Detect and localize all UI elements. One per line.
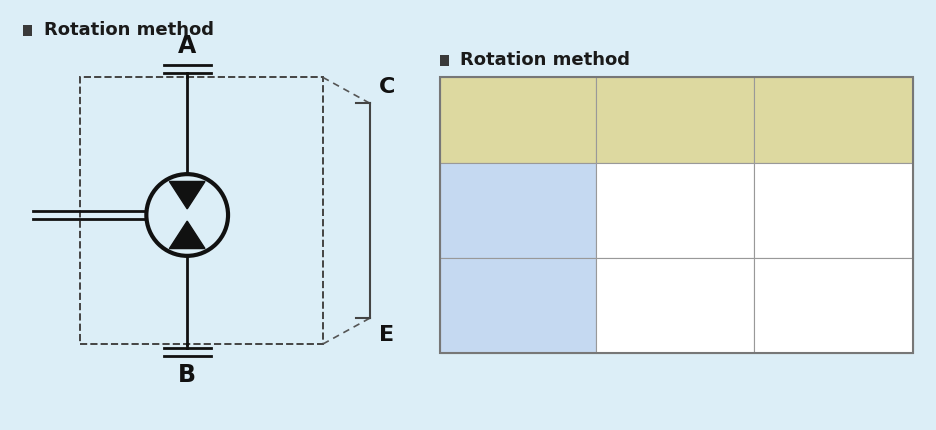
FancyBboxPatch shape bbox=[440, 258, 596, 353]
FancyBboxPatch shape bbox=[596, 163, 754, 258]
FancyBboxPatch shape bbox=[754, 77, 913, 163]
Text: L: L bbox=[511, 295, 525, 315]
Text: B: B bbox=[828, 203, 839, 218]
Text: Rotation method: Rotation method bbox=[461, 51, 630, 69]
FancyBboxPatch shape bbox=[440, 77, 596, 163]
FancyBboxPatch shape bbox=[440, 55, 449, 66]
Polygon shape bbox=[169, 221, 205, 249]
FancyBboxPatch shape bbox=[23, 25, 33, 36]
Text: Inlet port: Inlet port bbox=[645, 114, 706, 126]
Text: Outlet port: Outlet port bbox=[797, 114, 870, 126]
Text: A: A bbox=[828, 298, 839, 313]
FancyBboxPatch shape bbox=[754, 163, 913, 258]
FancyBboxPatch shape bbox=[596, 258, 754, 353]
Text: C: C bbox=[379, 77, 395, 97]
Text: Viewed from
shaft end: Viewed from shaft end bbox=[476, 105, 560, 135]
Text: B: B bbox=[670, 298, 680, 313]
Text: E: E bbox=[379, 325, 394, 345]
Polygon shape bbox=[169, 181, 205, 209]
Text: A: A bbox=[178, 34, 197, 58]
Text: Rotation method: Rotation method bbox=[44, 21, 213, 39]
FancyBboxPatch shape bbox=[440, 163, 596, 258]
Text: B: B bbox=[178, 363, 197, 387]
FancyBboxPatch shape bbox=[596, 77, 754, 163]
FancyBboxPatch shape bbox=[754, 258, 913, 353]
Text: R: R bbox=[509, 200, 526, 220]
Text: A: A bbox=[670, 203, 680, 218]
Bar bbox=[80, 77, 323, 344]
